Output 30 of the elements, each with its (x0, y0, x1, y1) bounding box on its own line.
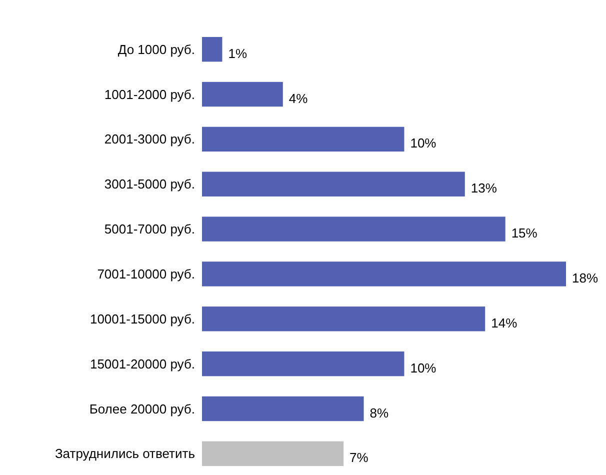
y-tick-label: 15001-20000 руб. (90, 356, 195, 372)
bar (202, 262, 566, 286)
bar (202, 351, 404, 376)
y-tick-label: 3001-5000 руб. (104, 176, 195, 192)
data-label: 14% (491, 315, 518, 330)
bar (202, 36, 222, 62)
y-tick-label: Более 20000 руб. (89, 401, 195, 416)
y-tick-label: До 1000 руб. (118, 42, 195, 57)
data-label: 10% (410, 360, 437, 376)
data-label: 1% (228, 46, 248, 61)
bar (202, 126, 404, 152)
data-label: 18% (572, 270, 598, 286)
data-label: 10% (410, 136, 437, 151)
data-label: 13% (470, 180, 498, 196)
bar (202, 441, 344, 466)
bar (202, 172, 465, 196)
bar (202, 396, 364, 422)
data-label: 15% (511, 226, 538, 241)
y-tick-label: Затруднились ответить (54, 446, 196, 462)
y-tick-label: 2001-3000 руб. (104, 132, 195, 147)
bar (202, 306, 486, 332)
y-tick-label: 7001-10000 руб. (97, 266, 195, 282)
data-label: 4% (288, 90, 308, 106)
y-tick-label: 10001-15000 руб. (90, 311, 195, 326)
bar (202, 216, 506, 242)
bar (202, 82, 283, 107)
y-tick-label: 1001-2000 руб. (104, 86, 195, 102)
y-tick-label: 5001-7000 руб. (104, 222, 195, 237)
data-label: 8% (370, 405, 390, 420)
data-label: 7% (350, 450, 369, 466)
